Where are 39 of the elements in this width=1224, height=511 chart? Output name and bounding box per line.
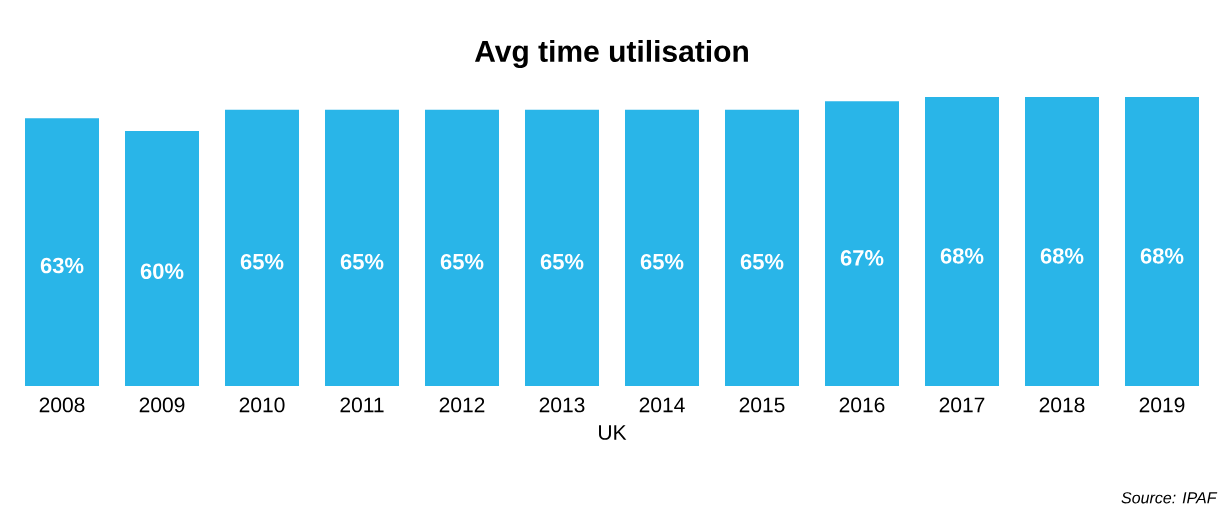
bar (825, 101, 899, 386)
x-tick-label: 2014 (639, 397, 685, 413)
x-tick-label: 2010 (239, 397, 285, 413)
bar (1025, 96, 1099, 386)
data-label: 63% (40, 257, 84, 274)
bar (925, 96, 999, 386)
bar (125, 130, 200, 386)
bar (325, 109, 400, 386)
data-label: 65% (240, 253, 284, 270)
data-label: 65% (440, 253, 484, 270)
bar (1125, 96, 1199, 386)
bar (425, 109, 500, 386)
x-tick-label: 2011 (340, 397, 384, 413)
bar (225, 109, 300, 386)
x-axis-title: UK (599, 425, 627, 440)
data-label: 67% (840, 250, 884, 266)
data-label: 65% (340, 253, 384, 270)
x-tick-label: 2012 (439, 397, 485, 413)
x-tick-label: 2008 (39, 397, 85, 413)
data-label: 60% (140, 263, 184, 280)
data-label: 65% (640, 253, 684, 270)
x-tick-label: 2017 (939, 397, 985, 413)
bar (625, 109, 699, 386)
bar (725, 109, 799, 386)
x-tick-label: 2019 (1139, 397, 1185, 413)
bar (25, 118, 100, 386)
x-tick-label: 2009 (139, 397, 185, 413)
data-label: 68% (1140, 248, 1184, 264)
x-tick-label: 2016 (839, 397, 885, 413)
x-tick-label: 2015 (739, 397, 785, 413)
data-label: 65% (540, 253, 584, 270)
data-label: 65% (740, 253, 784, 270)
data-label: 68% (940, 248, 984, 264)
data-label: 68% (1040, 248, 1084, 264)
chart-title: Avg time utilisation (474, 39, 748, 69)
bar (525, 109, 600, 386)
x-tick-label: 2018 (1039, 397, 1085, 413)
source-note: Source: IPAF (1121, 492, 1218, 504)
x-tick-label: 2013 (539, 397, 585, 413)
